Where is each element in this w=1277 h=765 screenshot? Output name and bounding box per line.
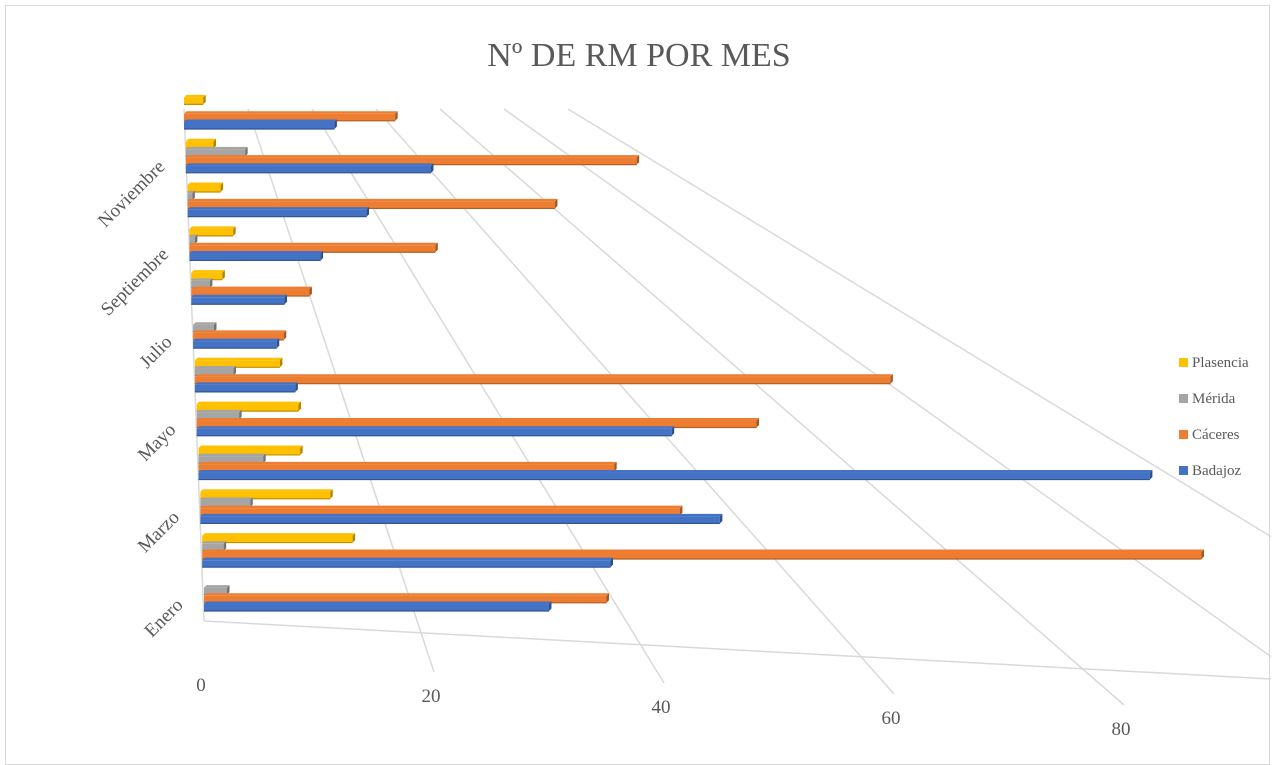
bar-badajoz-enero xyxy=(204,601,552,612)
bar-plasencia-marzo xyxy=(200,489,333,500)
bar-badajoz-agosto xyxy=(191,294,288,305)
bar-cáceres-junio xyxy=(194,374,893,385)
x-tick-label: 0 xyxy=(196,675,206,696)
chart-frame: Nº DE RM POR MES 020406080100120 EneroMa… xyxy=(5,5,1271,765)
bar-badajoz-octubre xyxy=(187,207,370,218)
category-label: Enero xyxy=(141,595,188,642)
bar-plasencia-agosto xyxy=(191,270,225,281)
x-tick-label: 80 xyxy=(1112,719,1131,740)
bar-cáceres-diciembre xyxy=(184,111,398,122)
bar-cáceres-abril xyxy=(198,461,617,472)
bar-badajoz-junio xyxy=(194,382,298,393)
category-label: Julio xyxy=(136,332,177,373)
bar-cáceres-septiembre xyxy=(189,242,438,253)
legend-item: Cáceres xyxy=(1179,427,1240,443)
bar-plasencia-noviembre xyxy=(185,138,216,149)
bar-mérida-agosto xyxy=(191,278,213,289)
category-label: Mayo xyxy=(134,419,180,465)
bar-mérida-junio xyxy=(194,366,237,377)
bar-mérida-julio xyxy=(193,322,217,333)
value-axis-line xyxy=(203,620,1271,680)
legend-item: Mérida xyxy=(1179,391,1236,407)
bar-mérida-septiembre xyxy=(189,234,198,245)
bar-badajoz-septiembre xyxy=(189,250,324,262)
x-tick-label: 40 xyxy=(652,697,671,718)
bar-badajoz-febrero xyxy=(202,557,614,568)
bar-badajoz-abril xyxy=(198,470,1153,481)
legend-swatch xyxy=(1179,358,1188,367)
category-label: Noviembre xyxy=(94,157,169,232)
bar-plasencia-mayo xyxy=(196,401,302,412)
bar-cáceres-febrero xyxy=(202,549,1205,560)
bar-plasencia-septiembre xyxy=(189,226,236,237)
legend-swatch xyxy=(1179,394,1188,403)
x-tick-label: 20 xyxy=(422,686,441,707)
bar-mérida-octubre xyxy=(187,190,195,201)
bar-badajoz-noviembre xyxy=(185,163,434,174)
legend-swatch xyxy=(1179,466,1188,475)
bar-mérida-mayo xyxy=(196,409,242,420)
gridline xyxy=(439,108,1125,706)
legend-swatch xyxy=(1179,430,1188,439)
bar-cáceres-mayo xyxy=(196,418,760,429)
bar-plasencia-diciembre xyxy=(184,94,206,106)
bar-mérida-noviembre xyxy=(185,146,248,158)
bar-mérida-febrero xyxy=(202,541,227,552)
bar-cáceres-marzo xyxy=(200,505,683,516)
legend-label: Cáceres xyxy=(1192,427,1240,443)
bar-mérida-enero xyxy=(204,585,230,596)
legend-label: Mérida xyxy=(1192,391,1236,407)
x-axis-ticks: 020406080100120 xyxy=(196,675,1131,740)
bars xyxy=(184,94,1205,612)
bar-badajoz-mayo xyxy=(196,426,675,437)
legend-item: Badajoz xyxy=(1179,463,1241,479)
category-axis-line xyxy=(183,108,205,622)
bar-cáceres-julio xyxy=(193,330,287,341)
bar-badajoz-marzo xyxy=(200,513,723,524)
bar-cáceres-agosto xyxy=(191,286,312,297)
bar-plasencia-abril xyxy=(198,445,303,456)
bar-plasencia-junio xyxy=(194,357,283,368)
chart-svg: Nº DE RM POR MES 020406080100120 EneroMa… xyxy=(94,37,1271,740)
legend-item: Plasencia xyxy=(1179,355,1249,371)
legend-label: Badajoz xyxy=(1192,463,1241,479)
category-axis-labels: Enero Marzo Mayo Julio Septiembre Noviembre xyxy=(94,157,187,642)
bar-cáceres-noviembre xyxy=(185,155,640,166)
category-label: Marzo xyxy=(134,507,184,557)
legend-label: Plasencia xyxy=(1192,355,1249,371)
bar-badajoz-diciembre xyxy=(184,119,337,130)
gridline xyxy=(503,108,1271,658)
bar-mérida-abril xyxy=(198,453,266,464)
x-tick-label: 60 xyxy=(882,708,901,729)
bar-badajoz-julio xyxy=(193,338,280,349)
gridline xyxy=(567,108,1271,538)
bar-mérida-marzo xyxy=(200,497,253,508)
chart-title: Nº DE RM POR MES xyxy=(487,37,790,74)
category-label: Septiembre xyxy=(97,244,173,320)
bar-cáceres-enero xyxy=(204,593,609,604)
bar-cáceres-octubre xyxy=(187,198,558,210)
bar-plasencia-febrero xyxy=(202,533,356,544)
legend: Plasencia Mérida Cáceres Badajoz xyxy=(1179,355,1249,479)
bar-plasencia-octubre xyxy=(187,182,224,193)
